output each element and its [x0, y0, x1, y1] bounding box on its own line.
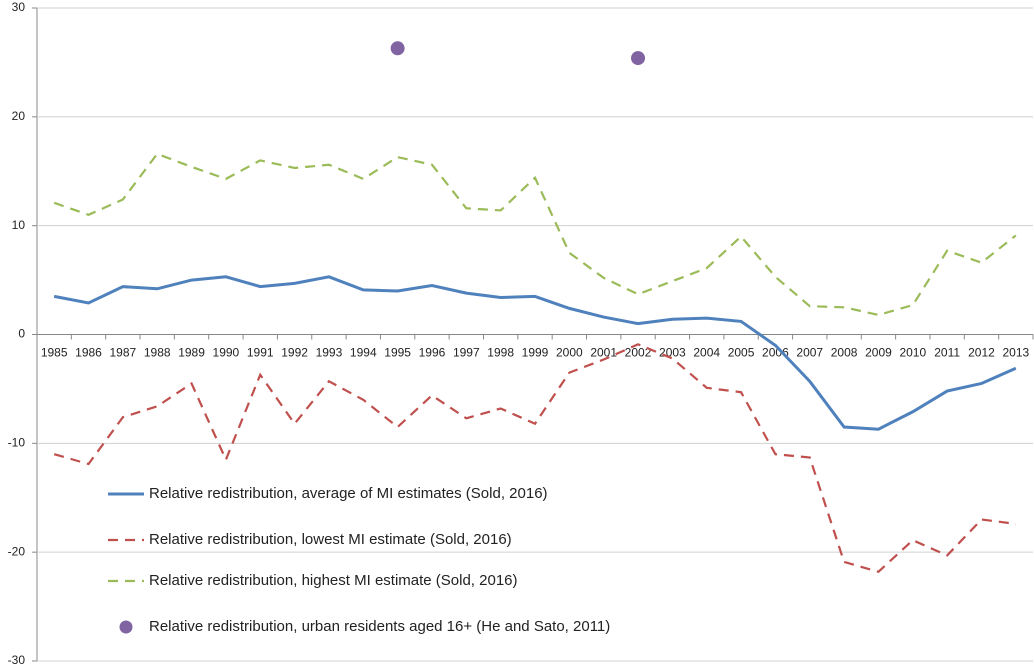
y-tick-label: 20 — [12, 109, 26, 123]
y-tick-label: 10 — [12, 218, 26, 232]
x-tick-label: 2009 — [865, 346, 892, 360]
series-line — [53, 343, 1016, 573]
series-line — [53, 152, 1017, 317]
x-tick-label: 1995 — [384, 346, 411, 360]
series-line — [53, 275, 1017, 431]
x-tick-label: 2012 — [968, 346, 995, 360]
x-tick-label: 2007 — [796, 346, 823, 360]
y-tick-label: 30 — [12, 0, 26, 14]
legend-marker — [119, 620, 133, 634]
x-tick-label: 2000 — [556, 346, 583, 360]
x-tick-label: 1993 — [316, 346, 343, 360]
x-tick-label: 1999 — [522, 346, 549, 360]
x-tick-label: 1988 — [144, 346, 171, 360]
x-tick-label: 1998 — [487, 346, 514, 360]
legend-label: Relative redistribution, lowest MI estim… — [149, 531, 512, 548]
x-tick-label: 1987 — [110, 346, 137, 360]
x-tick-label: 1985 — [41, 346, 68, 360]
x-tick-label: 2011 — [934, 346, 960, 360]
legend-label: Relative redistribution, highest MI esti… — [149, 572, 518, 589]
x-tick-label: 2003 — [659, 346, 686, 360]
x-tick-label: 1997 — [453, 346, 480, 360]
x-tick-label: 1996 — [419, 346, 446, 360]
y-tick-label: -20 — [8, 544, 26, 558]
x-tick-label: 2002 — [625, 346, 652, 360]
x-tick-label: 1986 — [75, 346, 102, 360]
x-tick-label: 2010 — [899, 346, 926, 360]
legend-label: Relative redistribution, urban residents… — [149, 618, 610, 635]
x-tick-label: 2013 — [1002, 346, 1029, 360]
point — [390, 41, 405, 56]
point — [631, 51, 646, 66]
x-tick-label: 2008 — [831, 346, 858, 360]
x-tick-label: 2001 — [590, 346, 617, 360]
y-tick-label: 0 — [18, 327, 25, 341]
x-tick-label: 1989 — [178, 346, 205, 360]
legend-label: Relative redistribution, average of MI e… — [149, 485, 548, 502]
y-tick-label: -30 — [8, 653, 26, 667]
x-tick-label: 2006 — [762, 346, 789, 360]
x-tick-label: 1992 — [281, 346, 308, 360]
y-tick-label: -10 — [8, 436, 26, 450]
x-tick-label: 1990 — [213, 346, 240, 360]
x-tick-label: 2005 — [728, 346, 755, 360]
x-tick-label: 2004 — [693, 346, 720, 360]
x-tick-label: 1994 — [350, 346, 377, 360]
x-tick-label: 1991 — [247, 346, 274, 360]
